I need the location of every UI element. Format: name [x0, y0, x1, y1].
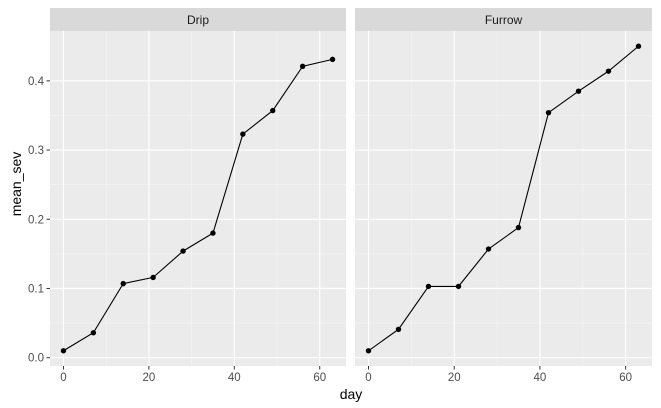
x-tick-label: 60 [619, 372, 632, 384]
x-tick-label: 40 [534, 372, 547, 384]
panel-background [50, 31, 346, 366]
y-tick-label: 0.3 [28, 145, 44, 157]
x-tick-label: 40 [228, 372, 241, 384]
x-axis-title: day [340, 386, 363, 402]
data-point [299, 63, 306, 69]
data-point [365, 348, 372, 354]
data-point [210, 230, 216, 236]
data-point [605, 68, 612, 74]
x-tick-label: 60 [313, 372, 326, 384]
y-tick-label: 0.0 [28, 353, 44, 365]
data-point [180, 248, 186, 254]
y-tick-label: 0.2 [28, 214, 44, 226]
data-point [240, 131, 246, 137]
x-tick-label: 20 [448, 372, 461, 384]
x-tick-label: 0 [60, 372, 66, 384]
x-tick-label: 20 [142, 372, 155, 384]
data-point [485, 246, 492, 252]
data-point [150, 274, 156, 281]
data-point [515, 224, 522, 231]
data-point [425, 283, 432, 290]
data-point [545, 109, 552, 116]
facet-panel-furrow: Furrow 0 20 40 60 [355, 8, 652, 384]
data-point [395, 326, 402, 333]
y-tick-label: 0.1 [28, 283, 44, 295]
facet-panel-drip: Drip 0 20 40 60 0.0 0.1 0.2 0.3 0.4 [28, 8, 346, 384]
facet-strip-label: Drip [187, 13, 209, 27]
facet-strip [355, 8, 652, 31]
x-tick-label: 0 [365, 372, 371, 384]
panel-background [355, 31, 652, 366]
data-point [635, 43, 642, 49]
data-point [120, 280, 126, 287]
facet-strip [50, 8, 346, 31]
facet-strip-label: Furrow [485, 13, 523, 27]
series-line [368, 45, 639, 352]
data-point [575, 88, 582, 94]
y-axis-title: mean_sev [8, 152, 24, 217]
data-point [329, 56, 336, 63]
data-point [60, 348, 67, 354]
series-line [63, 58, 333, 352]
data-point [270, 107, 276, 114]
data-point [90, 330, 97, 336]
y-tick-label: 0.4 [28, 76, 45, 88]
data-point [455, 283, 462, 290]
